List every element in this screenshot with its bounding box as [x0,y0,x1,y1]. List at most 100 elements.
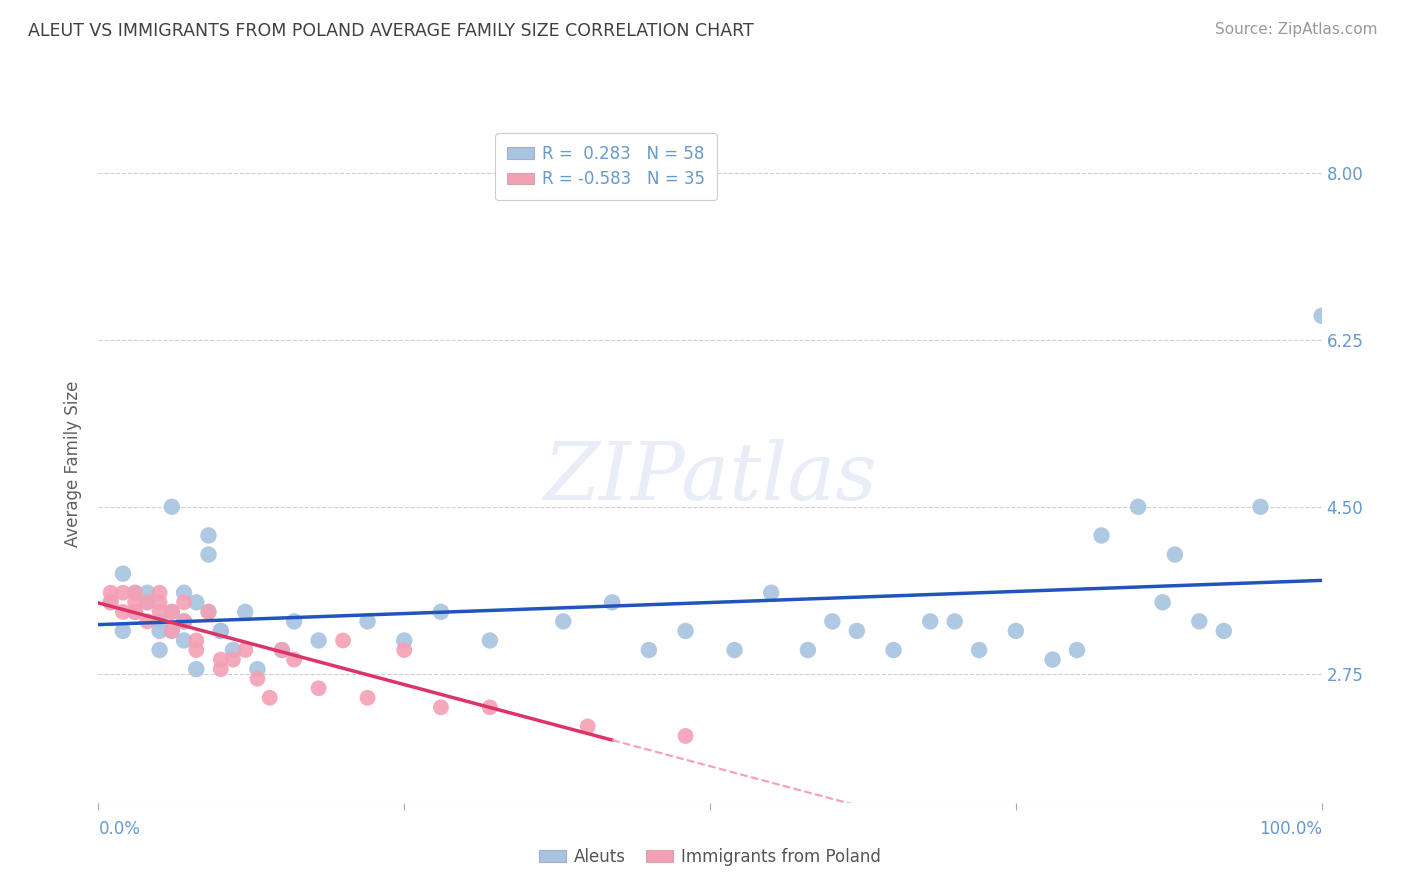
Point [723,643,745,657]
Point [124,586,146,600]
Point [209,624,232,638]
Point [124,605,146,619]
Point [209,662,232,676]
Point [943,615,966,629]
Point [136,595,159,609]
Point [356,690,378,705]
Point [1188,615,1211,629]
Point [1066,643,1088,657]
Point [136,595,159,609]
Point [149,605,172,619]
Point [233,605,256,619]
Point [209,652,232,666]
Point [136,615,159,629]
Text: 0.0%: 0.0% [98,820,141,838]
Point [1004,624,1026,638]
Point [283,652,305,666]
Point [111,624,134,638]
Point [111,605,134,619]
Point [920,615,942,629]
Point [233,643,256,657]
Point [675,729,697,743]
Point [576,719,599,733]
Point [160,624,183,638]
Point [600,595,623,609]
Point [283,615,305,629]
Point [1310,309,1333,323]
Point [246,672,269,686]
Legend: Aleuts, Immigrants from Poland: Aleuts, Immigrants from Poland [529,838,891,876]
Point [111,586,134,600]
Point [761,586,783,600]
Point [173,633,195,648]
Point [392,643,416,657]
Point [100,595,122,609]
Point [308,681,330,696]
Point [160,605,183,619]
Text: Source: ZipAtlas.com: Source: ZipAtlas.com [1215,22,1378,37]
Point [186,633,208,648]
Point [173,586,195,600]
Point [797,643,820,657]
Point [430,605,453,619]
Point [149,586,172,600]
Point [883,643,905,657]
Point [197,605,219,619]
Point [675,624,697,638]
Point [197,548,219,562]
Point [1042,652,1064,666]
Point [160,624,183,638]
Point [1128,500,1150,514]
Point [222,643,245,657]
Point [160,605,183,619]
Point [1212,624,1234,638]
Point [173,595,195,609]
Point [430,700,453,714]
Point [356,615,378,629]
Point [259,690,281,705]
Point [392,633,416,648]
Point [209,624,232,638]
Point [270,643,294,657]
Point [197,528,219,542]
Point [124,586,146,600]
Point [173,615,195,629]
Text: ZIPatlas: ZIPatlas [543,439,877,516]
Text: 100.0%: 100.0% [1258,820,1322,838]
Point [638,643,661,657]
Point [332,633,354,648]
Point [136,586,159,600]
Text: ALEUT VS IMMIGRANTS FROM POLAND AVERAGE FAMILY SIZE CORRELATION CHART: ALEUT VS IMMIGRANTS FROM POLAND AVERAGE … [28,22,754,40]
Point [186,595,208,609]
Point [553,615,575,629]
Point [124,595,146,609]
Point [149,615,172,629]
Point [111,566,134,581]
Point [308,633,330,648]
Point [149,624,172,638]
Point [149,643,172,657]
Point [100,595,122,609]
Point [186,662,208,676]
Point [173,615,195,629]
Point [1164,548,1187,562]
Point [186,643,208,657]
Y-axis label: Average Family Size: Average Family Size [65,381,83,547]
Point [478,633,501,648]
Point [845,624,868,638]
Point [100,586,122,600]
Point [1249,500,1271,514]
Point [246,662,269,676]
Point [197,605,219,619]
Point [124,605,146,619]
Point [173,615,195,629]
Point [821,615,844,629]
Point [270,643,294,657]
Point [478,700,501,714]
Point [1152,595,1174,609]
Point [967,643,990,657]
Point [222,652,245,666]
Point [1090,528,1112,542]
Point [149,595,172,609]
Point [160,500,183,514]
